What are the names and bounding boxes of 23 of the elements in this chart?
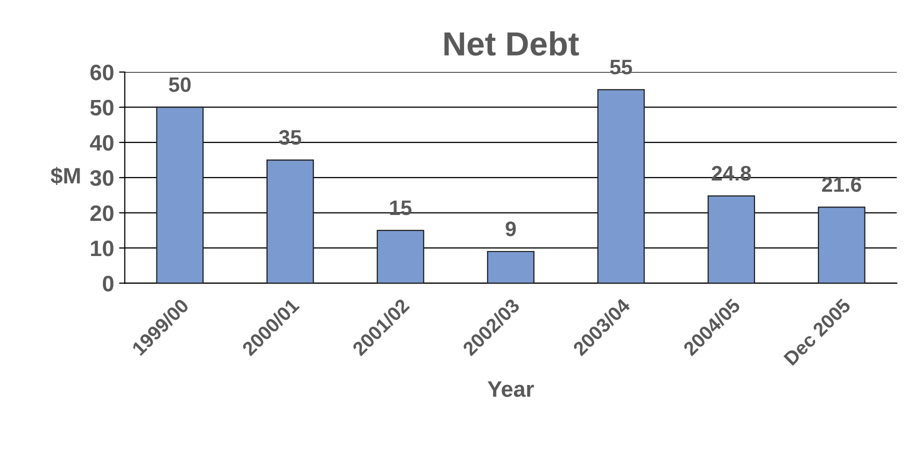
y-tick-label: 10 bbox=[91, 240, 114, 256]
data-label: 55 bbox=[610, 60, 632, 74]
bar bbox=[708, 195, 756, 284]
y-tick-label: 50 bbox=[90, 100, 114, 116]
bar bbox=[597, 89, 645, 284]
data-label: 9 bbox=[506, 222, 516, 236]
bar bbox=[376, 230, 424, 284]
bar bbox=[487, 250, 534, 284]
bar bbox=[266, 159, 314, 284]
data-label: 50 bbox=[168, 77, 191, 92]
x-axis-title: Year bbox=[488, 381, 534, 397]
y-tick-label: 20 bbox=[90, 205, 114, 222]
y-tick-label: 40 bbox=[90, 134, 114, 151]
y-tick-label: 0 bbox=[102, 276, 114, 292]
data-label: 15 bbox=[390, 200, 412, 216]
chart-title: Net Debt bbox=[444, 31, 579, 56]
y-tick-label: 60 bbox=[90, 64, 114, 80]
bar bbox=[156, 106, 204, 284]
data-label: 21.6 bbox=[822, 177, 862, 192]
data-label: 35 bbox=[279, 130, 302, 145]
y-tick-label: 30 bbox=[90, 170, 114, 186]
bar bbox=[818, 206, 866, 284]
y-axis-title: $M bbox=[50, 166, 80, 186]
